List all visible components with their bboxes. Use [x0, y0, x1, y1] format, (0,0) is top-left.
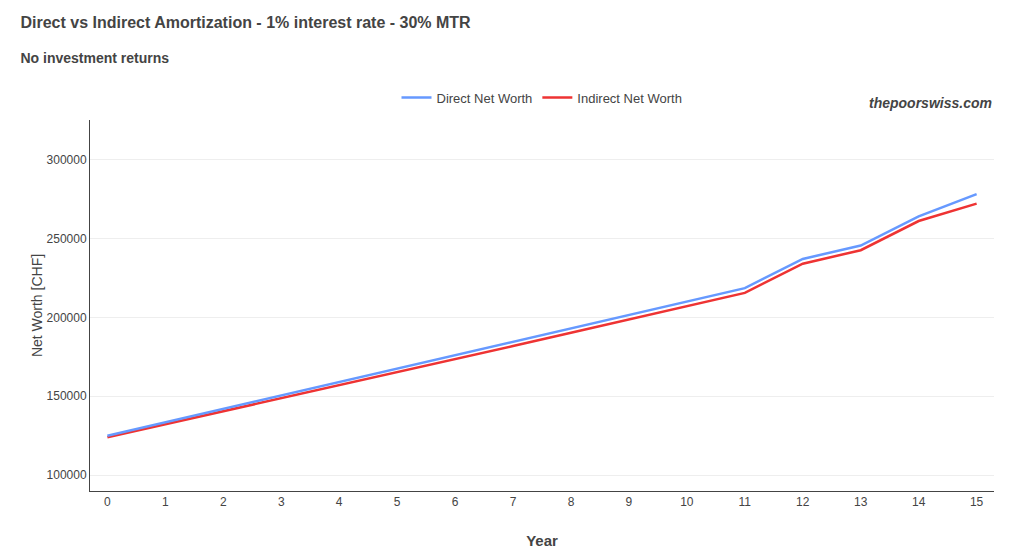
svg-text:1: 1: [162, 495, 169, 509]
svg-text:12: 12: [796, 495, 810, 509]
svg-text:100000: 100000: [47, 468, 87, 482]
svg-text:Year: Year: [526, 532, 558, 549]
svg-text:0: 0: [104, 495, 111, 509]
svg-text:13: 13: [854, 495, 868, 509]
svg-text:14: 14: [912, 495, 926, 509]
svg-text:300000: 300000: [47, 153, 87, 167]
svg-text:Net Worth [CHF]: Net Worth [CHF]: [29, 254, 45, 357]
svg-text:7: 7: [510, 495, 517, 509]
svg-text:9: 9: [626, 495, 633, 509]
svg-text:5: 5: [394, 495, 401, 509]
svg-text:150000: 150000: [47, 389, 87, 403]
svg-text:Indirect Net Worth: Indirect Net Worth: [577, 91, 682, 106]
svg-text:200000: 200000: [47, 311, 87, 325]
svg-text:6: 6: [452, 495, 459, 509]
svg-text:2: 2: [220, 495, 227, 509]
svg-text:11: 11: [739, 495, 752, 509]
svg-text:thepoorswiss.com: thepoorswiss.com: [869, 95, 992, 111]
svg-text:10: 10: [680, 495, 694, 509]
svg-text:Direct Net Worth: Direct Net Worth: [437, 91, 533, 106]
svg-text:4: 4: [336, 495, 343, 509]
svg-text:15: 15: [970, 495, 984, 509]
svg-text:Direct vs Indirect Amortizatio: Direct vs Indirect Amortization - 1% int…: [20, 14, 471, 31]
svg-text:No investment returns: No investment returns: [20, 50, 169, 66]
svg-text:3: 3: [278, 495, 285, 509]
svg-text:250000: 250000: [47, 232, 87, 246]
svg-text:8: 8: [568, 495, 575, 509]
